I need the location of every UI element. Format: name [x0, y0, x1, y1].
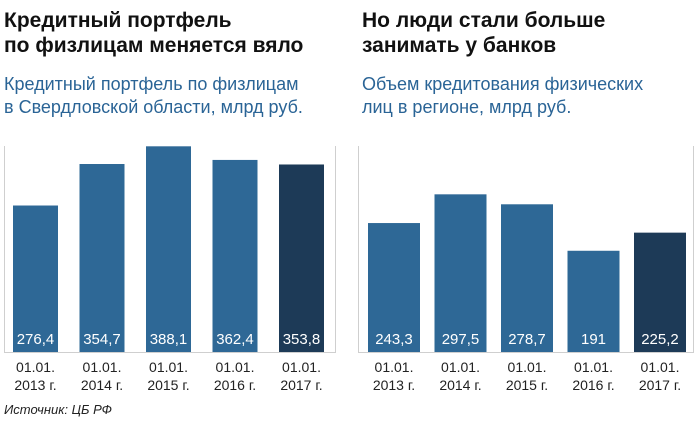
right-bar-0 [368, 223, 420, 352]
right-bar-2 [501, 204, 553, 352]
left-value-label-4: 353,8 [283, 331, 321, 348]
right-value-label-0: 243,3 [375, 331, 413, 348]
left-title-line-2: по физлицам меняется вяло [4, 34, 304, 57]
right-bar-1 [434, 194, 487, 352]
left-tick-label-1-1: 2014 г. [81, 377, 123, 393]
right-bar-3 [567, 250, 620, 352]
left-bar-0 [13, 205, 58, 352]
right-value-label-2: 278,7 [508, 331, 546, 348]
right-tick-label-1-1: 2014 г. [439, 377, 481, 393]
left-tick-label-2-1: 2015 г. [147, 377, 189, 393]
right-tick-label-4-1: 2017 г. [639, 377, 681, 393]
left-bar-chart: 276,4 01.01. 2013 г. 354,7 01.01. 2014 г. 388,… [4, 146, 336, 393]
right-title-line-1: Но люди стали больше [362, 9, 606, 32]
right-value-label-4: 225,2 [641, 331, 679, 348]
right-tick-label-3-1: 2016 г. [572, 377, 614, 393]
left-bar-2 [146, 146, 191, 352]
left-subtitle-line-2: в Свердловской области, млрд руб. [4, 97, 303, 117]
left-title-line-1: Кредитный портфель [4, 9, 232, 32]
right-title-line-2: занимать у банков [362, 34, 557, 57]
right-chart-title: Но люди стали больше занимать у банков [362, 8, 605, 58]
left-tick-label-4-1: 2017 г. [280, 377, 322, 393]
right-value-label-1: 297,5 [442, 331, 480, 348]
left-tick-label-4-0: 01.01. [282, 359, 321, 375]
left-bar-3 [212, 159, 258, 352]
left-chart-title: Кредитный портфель по физлицам меняется … [4, 8, 303, 58]
left-tick-label-2-0: 01.01. [149, 359, 188, 375]
left-value-label-2: 388,1 [150, 331, 188, 348]
source-note: Источник: ЦБ РФ [4, 402, 112, 417]
right-value-label-3: 191 [581, 331, 606, 348]
right-tick-label-1-0: 01.01. [441, 359, 480, 375]
right-tick-label-0-0: 01.01. [375, 359, 414, 375]
left-tick-label-0-1: 2013 г. [14, 377, 56, 393]
left-tick-label-1-0: 01.01. [83, 359, 122, 375]
left-value-label-3: 362,4 [216, 331, 254, 348]
right-tick-label-4-0: 01.01. [641, 359, 680, 375]
right-tick-label-2-1: 2015 г. [506, 377, 548, 393]
left-tick-label-3-1: 2016 г. [214, 377, 256, 393]
left-subtitle-line-1: Кредитный портфель по физлицам [4, 74, 299, 94]
right-bar-chart: 243,3 01.01. 2013 г. 297,5 01.01. 2014 г. 278,… [358, 146, 694, 393]
right-tick-label-3-0: 01.01. [574, 359, 613, 375]
left-bar-4 [279, 164, 324, 352]
right-tick-label-0-1: 2013 г. [373, 377, 415, 393]
right-chart-subtitle: Объем кредитования физических лиц в реги… [362, 73, 643, 119]
left-value-label-0: 276,4 [17, 331, 55, 348]
left-tick-label-0-0: 01.01. [16, 359, 55, 375]
left-bar-1 [79, 164, 125, 352]
right-bar-4 [634, 232, 686, 352]
right-subtitle-line-2: лиц в регионе, млрд руб. [362, 97, 572, 117]
right-subtitle-line-1: Объем кредитования физических [362, 74, 644, 94]
left-value-label-1: 354,7 [83, 331, 121, 348]
left-tick-label-3-0: 01.01. [216, 359, 255, 375]
left-chart-subtitle: Кредитный портфель по физлицам в Свердло… [4, 73, 303, 119]
right-tick-label-2-0: 01.01. [508, 359, 547, 375]
